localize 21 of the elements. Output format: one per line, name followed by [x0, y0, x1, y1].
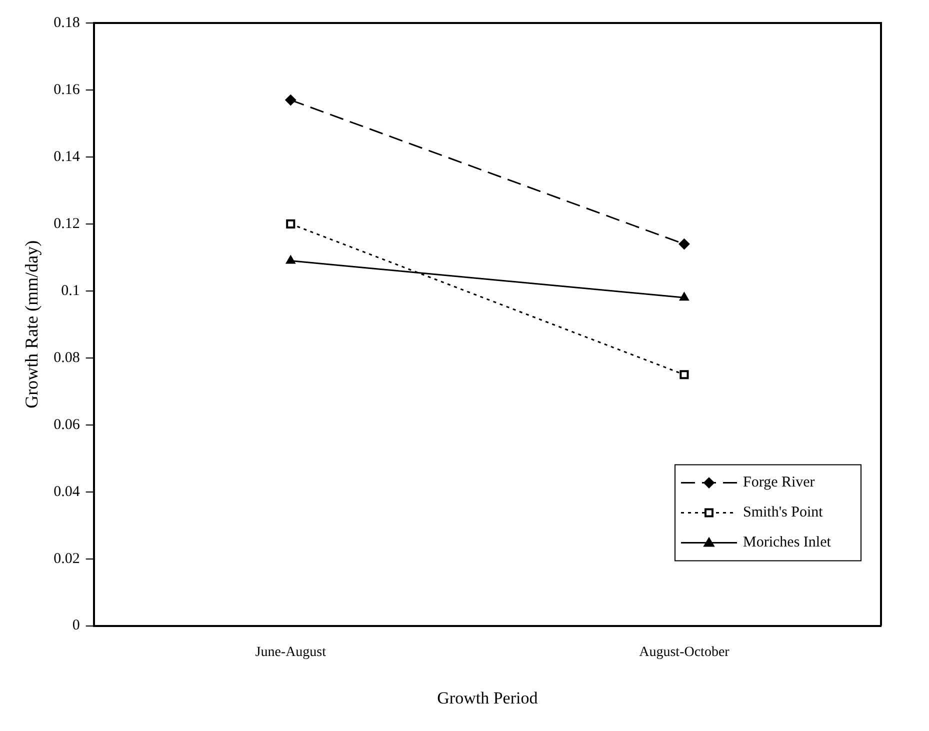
y-tick-label: 0.08 — [54, 350, 80, 366]
x-tick-label: June-August — [255, 644, 326, 660]
y-tick-label: 0.1 — [61, 282, 80, 299]
legend-label: Forge River — [743, 474, 815, 491]
point — [285, 94, 296, 106]
x-tick-label: August-October — [639, 644, 730, 660]
point — [678, 238, 690, 250]
y-tick-label: 0.04 — [54, 484, 80, 500]
legend-label: Moriches Inlet — [743, 534, 832, 551]
x-axis-title: Growth Period — [437, 688, 538, 708]
y-tick-label: 0.06 — [54, 416, 80, 433]
y-tick-label: 0.12 — [54, 216, 80, 232]
y-tick-label: 0.16 — [54, 82, 80, 98]
y-tick-label: 0 — [72, 618, 80, 634]
legend-label: Smith's Point — [743, 504, 824, 521]
y-tick-label: 0.18 — [54, 14, 80, 31]
y-axis-title: Growth Rate (mm/day) — [22, 240, 42, 408]
point — [286, 219, 296, 228]
y-tick-label: 0.14 — [54, 148, 80, 165]
y-tick-label: 0.02 — [54, 550, 80, 567]
point — [680, 370, 689, 380]
